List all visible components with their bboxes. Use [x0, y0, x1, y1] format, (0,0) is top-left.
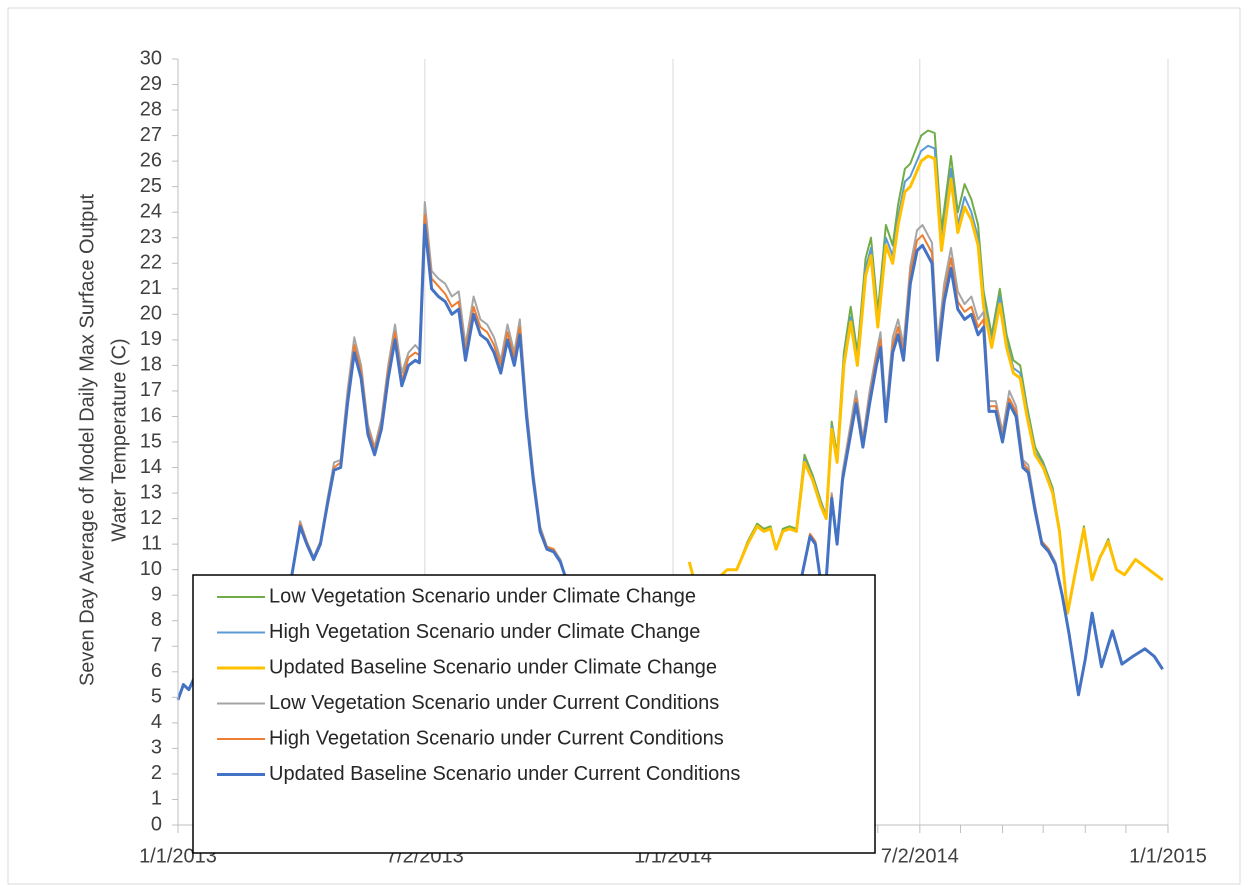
- y-tick-label: 17: [140, 379, 162, 401]
- y-tick-label: 14: [140, 456, 162, 478]
- y-tick-label: 15: [140, 430, 162, 452]
- y-tick-label: 4: [151, 711, 162, 733]
- legend-label: Updated Baseline Scenario under Climate …: [269, 656, 717, 678]
- y-tick-label: 2: [151, 762, 162, 784]
- y-tick-label: 13: [140, 481, 162, 503]
- y-tick-label: 22: [140, 252, 162, 274]
- x-tick-label: 7/2/2014: [881, 845, 959, 867]
- y-tick-label: 20: [140, 303, 162, 325]
- y-tick-label: 6: [151, 660, 162, 682]
- y-tick-label: 11: [141, 532, 162, 554]
- y-tick-label: 12: [140, 507, 162, 529]
- y-axis-label: Seven Day Average of Model Daily Max Sur…: [76, 194, 98, 687]
- y-tick-label: 29: [140, 73, 162, 95]
- y-tick-label: 30: [140, 47, 162, 69]
- y-tick-label: 9: [151, 583, 162, 605]
- x-tick-label: 1/1/2015: [1129, 845, 1207, 867]
- y-tick-label: 8: [151, 609, 162, 631]
- y-tick-label: 28: [140, 98, 162, 120]
- y-tick-label: 10: [140, 558, 162, 580]
- y-tick-label: 25: [140, 175, 162, 197]
- y-tick-label: 24: [140, 200, 162, 222]
- y-tick-label: 7: [151, 635, 162, 657]
- legend: Low Vegetation Scenario under Climate Ch…: [192, 574, 876, 854]
- y-tick-label: 3: [151, 737, 162, 759]
- legend-label: Updated Baseline Scenario under Current …: [269, 763, 740, 785]
- y-tick-label: 21: [140, 277, 162, 299]
- y-tick-label: 27: [140, 124, 162, 146]
- y-tick-label: 23: [140, 226, 162, 248]
- y-tick-label: 0: [151, 813, 162, 835]
- legend-label: High Vegetation Scenario under Current C…: [269, 727, 724, 749]
- legend-label: High Vegetation Scenario under Climate C…: [269, 621, 700, 643]
- y-tick-label: 19: [140, 328, 162, 350]
- y-tick-label: 1: [151, 788, 162, 810]
- legend-label: Low Vegetation Scenario under Current Co…: [269, 692, 719, 714]
- y-tick-label: 16: [140, 405, 162, 427]
- y-tick-label: 26: [140, 149, 162, 171]
- legend-label: Low Vegetation Scenario under Climate Ch…: [269, 585, 696, 607]
- y-tick-label: 5: [151, 686, 162, 708]
- series-line: [687, 154, 1164, 615]
- y-tick-label: 18: [140, 354, 162, 376]
- y-axis-label: Water Temperature (C): [108, 338, 130, 541]
- legend-box: [192, 574, 876, 854]
